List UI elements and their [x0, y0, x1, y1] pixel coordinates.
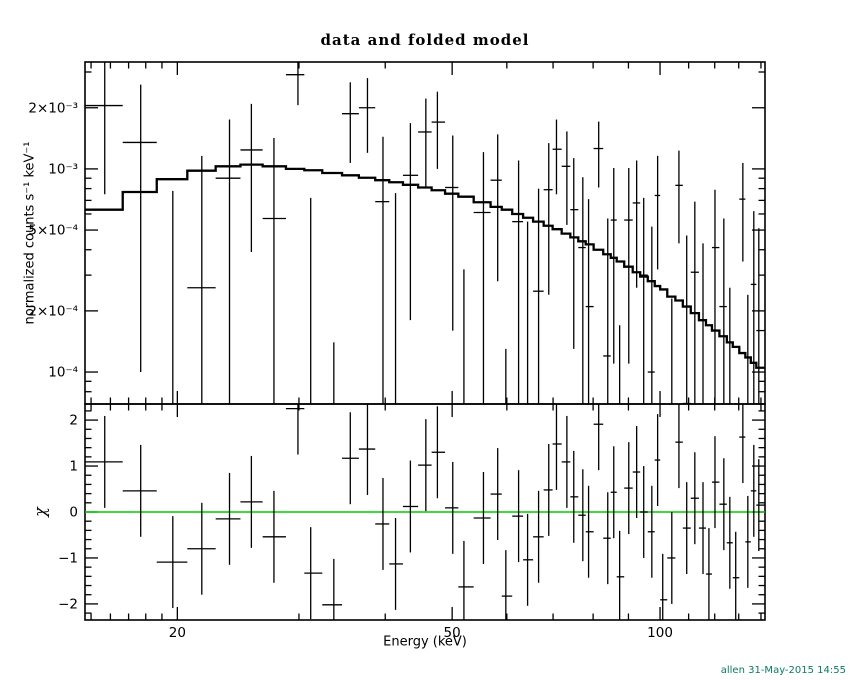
plot-title: data and folded model	[320, 31, 530, 49]
top-panel-ticks: 10⁻⁴ 2×10⁻⁴ 5×10⁻⁴ 10⁻³ 2×10⁻³	[28, 62, 765, 404]
y-axis-label-chi: χ	[30, 507, 50, 517]
bottom-panel-ticks: −2 −1 0 1 2 20 50 100	[58, 404, 765, 641]
chi-series	[85, 404, 765, 620]
x-tick-label: 100	[647, 625, 673, 641]
svg-text:2×10⁻⁴: 2×10⁻⁴	[28, 303, 78, 319]
x-tick-label: 50	[444, 625, 461, 641]
svg-text:10⁻³: 10⁻³	[48, 161, 78, 177]
svg-text:5×10⁻⁴: 5×10⁻⁴	[28, 223, 78, 239]
svg-text:10⁻⁴: 10⁻⁴	[48, 365, 78, 381]
svg-text:2×10⁻³: 2×10⁻³	[28, 100, 78, 116]
folded-model-step-line	[85, 163, 765, 369]
svg-text:1: 1	[69, 459, 78, 475]
svg-text:−1: −1	[58, 550, 78, 566]
x-tick-label: 20	[169, 625, 186, 641]
x-axis-label-energy: Energy (keV)	[383, 634, 467, 650]
y-axis-label-counts: normalized counts s⁻¹ keV⁻¹	[22, 141, 38, 325]
svg-text:0: 0	[69, 505, 78, 521]
data-series-top	[85, 62, 765, 404]
timestamp-label: allen 31-May-2015 14:55	[720, 665, 846, 676]
svg-text:−2: −2	[58, 596, 78, 612]
svg-text:2: 2	[69, 413, 78, 429]
top-panel-frame	[84, 61, 766, 405]
